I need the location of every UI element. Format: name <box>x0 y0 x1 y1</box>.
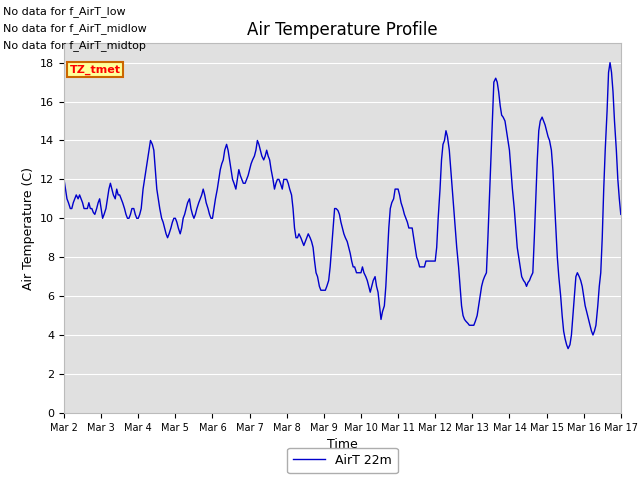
AirT 22m <box>606 60 614 66</box>
AirT 22m <box>76 192 83 198</box>
AirT 22m <box>377 316 385 322</box>
Text: TZ_tmet: TZ_tmet <box>70 64 120 75</box>
AirT 22m <box>549 167 557 172</box>
AirT 22m <box>60 177 68 182</box>
AirT 22m <box>164 235 172 240</box>
Text: No data for f_AirT_midlow: No data for f_AirT_midlow <box>3 23 147 34</box>
Line: AirT 22m: AirT 22m <box>64 63 621 348</box>
X-axis label: Time: Time <box>327 438 358 451</box>
Title: Air Temperature Profile: Air Temperature Profile <box>247 21 438 39</box>
AirT 22m <box>617 212 625 217</box>
Text: No data for f_AirT_low: No data for f_AirT_low <box>3 6 126 17</box>
AirT 22m <box>396 192 403 198</box>
AirT 22m <box>408 225 416 231</box>
AirT 22m <box>564 346 572 351</box>
Legend: AirT 22m: AirT 22m <box>287 447 397 473</box>
Y-axis label: Air Temperature (C): Air Temperature (C) <box>22 167 35 289</box>
Text: No data for f_AirT_midtop: No data for f_AirT_midtop <box>3 40 146 51</box>
